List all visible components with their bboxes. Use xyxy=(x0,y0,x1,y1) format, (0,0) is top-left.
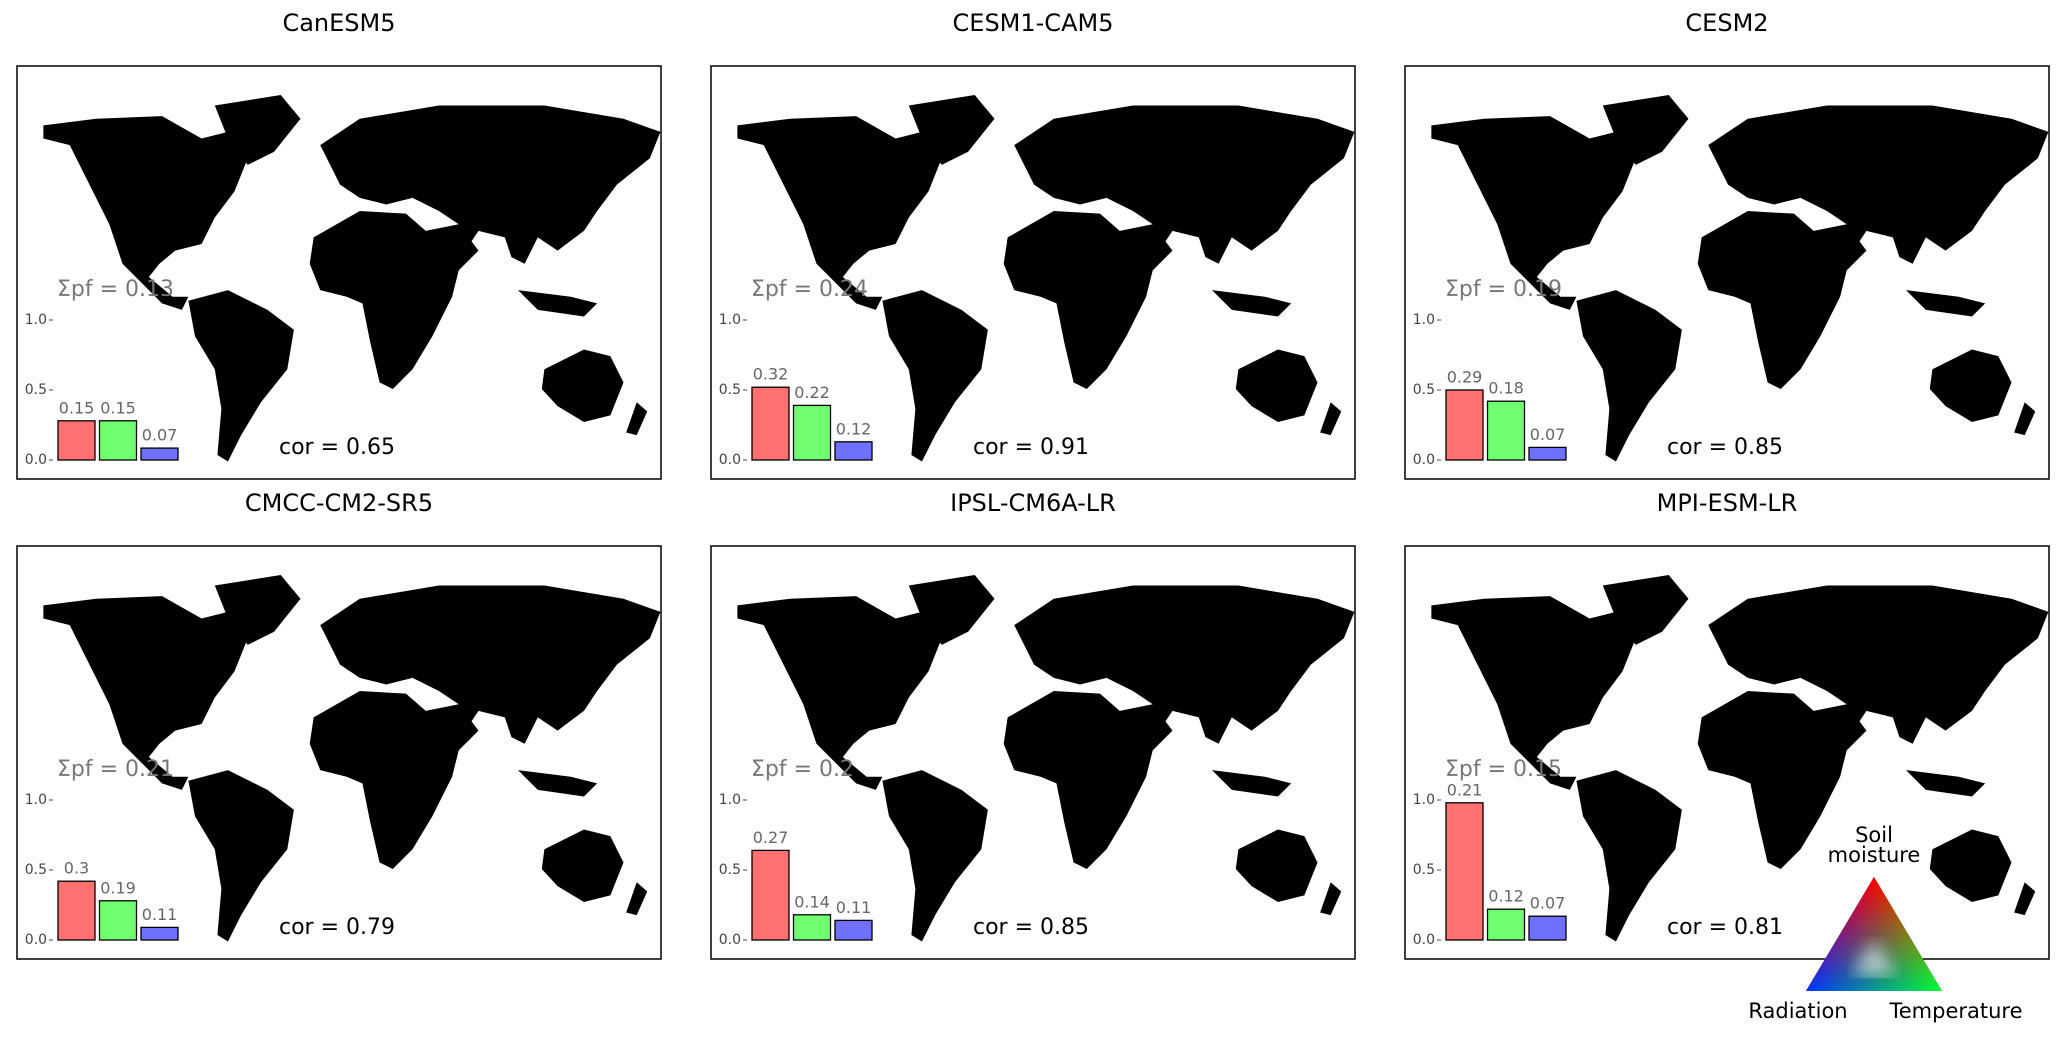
panel: IPSL-CM6A-LR Σpf = 0.2 cor = 0.85 0.0 0.5 1.0… xyxy=(710,489,1356,960)
y-tick-label: 0.5 xyxy=(25,382,47,398)
panel-title: IPSL-CM6A-LR xyxy=(950,489,1116,517)
bar xyxy=(1445,389,1484,461)
bar xyxy=(1486,908,1526,941)
bar-annotation: 0.14 xyxy=(794,892,830,911)
bar xyxy=(792,914,832,941)
y-tick-label: 0.5 xyxy=(719,862,741,878)
bar xyxy=(1528,446,1567,461)
bar xyxy=(792,404,832,461)
sum-label: Σpf = 0.13 xyxy=(57,277,174,302)
bar xyxy=(1445,802,1484,941)
y-tick-label: 0.0 xyxy=(25,932,47,948)
bar-annotation: 0.12 xyxy=(1488,887,1524,906)
cor-label: cor = 0.85 xyxy=(973,915,1089,940)
cor-label: cor = 0.65 xyxy=(279,435,395,460)
y-tick-label: 0.0 xyxy=(1413,452,1435,468)
panel: CanESM5 Σpf = 0.13 cor = 0.65 0.0 0.5 1.0 0.15… xyxy=(16,9,662,480)
panel: MPI-ESM-LR Σpf = 0.15 cor = 0.81 0.0 0.5 1.0 0… xyxy=(1404,489,2050,960)
y-tick-label: 0.5 xyxy=(719,382,741,398)
bar xyxy=(751,849,790,941)
bar-annotation: 0.11 xyxy=(836,898,872,917)
bar xyxy=(1486,400,1526,461)
panel-title: CMCC-CM2-SR5 xyxy=(245,489,433,517)
bar-annotation: 0.12 xyxy=(836,419,872,438)
y-tick-label: 1.0 xyxy=(25,792,47,808)
key-top-line: Soil xyxy=(1855,823,1893,847)
y-tick-label: 0.5 xyxy=(25,862,47,878)
bar-annotation: 0.27 xyxy=(753,828,789,847)
sum-label: Σpf = 0.24 xyxy=(751,277,868,302)
bar-annotation: 0.18 xyxy=(1488,379,1524,398)
sum-label: Σpf = 0.21 xyxy=(57,757,174,782)
y-tick-label: 0.5 xyxy=(1413,382,1435,398)
bar-annotation: 0.32 xyxy=(753,365,789,384)
bar-annotation: 0.21 xyxy=(1447,780,1483,799)
cor-label: cor = 0.91 xyxy=(973,435,1089,460)
y-tick-label: 0.5 xyxy=(1413,862,1435,878)
bar-annotation: 0.29 xyxy=(1447,368,1483,387)
map xyxy=(737,575,1355,942)
sum-label: Σpf = 0.19 xyxy=(1445,277,1562,302)
bar xyxy=(751,386,790,461)
bar-annotation: 0.07 xyxy=(1530,894,1566,913)
y-tick-label: 0.0 xyxy=(719,932,741,948)
y-tick-label: 0.0 xyxy=(719,452,741,468)
panel: CESM2 Σpf = 0.19 cor = 0.85 0.0 0.5 1.0 0.29 0.… xyxy=(1404,9,2050,480)
bar-annotation: 0.15 xyxy=(100,398,136,417)
panel-frame xyxy=(1404,65,2050,480)
sum-label: Σpf = 0.15 xyxy=(1445,757,1562,782)
bar-annotation: 0.3 xyxy=(64,859,89,878)
color-key: Soil moisture Radiation Temperature xyxy=(1748,823,2022,1023)
key-right: Temperature xyxy=(1888,999,2022,1023)
bar xyxy=(140,926,179,941)
panel-title: MPI-ESM-LR xyxy=(1657,489,1798,517)
key-top-line: moisture xyxy=(1828,843,1921,867)
y-tick-label: 1.0 xyxy=(25,312,47,328)
panel-title: CanESM5 xyxy=(282,9,395,37)
y-tick-label: 1.0 xyxy=(719,792,741,808)
panel-title: CESM1-CAM5 xyxy=(953,9,1114,37)
panel: CESM1-CAM5 Σpf = 0.24 cor = 0.91 0.0 0.5 1.0 0… xyxy=(710,9,1356,480)
cor-label: cor = 0.81 xyxy=(1667,915,1783,940)
bar xyxy=(57,880,96,941)
y-tick-label: 1.0 xyxy=(719,312,741,328)
bar xyxy=(140,447,179,461)
y-tick-label: 1.0 xyxy=(1413,312,1435,328)
bar-annotation: 0.07 xyxy=(1530,425,1566,444)
bar-annotation: 0.07 xyxy=(142,426,178,445)
bar-annotation: 0.11 xyxy=(142,905,178,924)
cor-label: cor = 0.79 xyxy=(279,915,395,940)
bar xyxy=(98,420,138,461)
bar xyxy=(834,441,873,461)
panel-frame xyxy=(16,65,662,480)
panel-frame xyxy=(710,65,1356,480)
bar-annotation: 0.19 xyxy=(100,878,136,897)
panel-frame xyxy=(1404,545,2050,960)
sum-label: Σpf = 0.2 xyxy=(751,757,854,782)
bar xyxy=(57,420,96,461)
bar xyxy=(834,919,873,941)
y-tick-label: 0.0 xyxy=(25,452,47,468)
bar-annotation: 0.22 xyxy=(794,383,830,402)
panel-frame xyxy=(16,545,662,960)
panel-frame xyxy=(710,545,1356,960)
panel: CMCC-CM2-SR5 Σpf = 0.21 cor = 0.79 0.0 0.5 1.… xyxy=(16,489,662,960)
bar xyxy=(1528,915,1567,941)
bar-annotation: 0.15 xyxy=(59,398,95,417)
cor-label: cor = 0.85 xyxy=(1667,435,1783,460)
key-left: Radiation xyxy=(1748,999,1847,1023)
bar xyxy=(98,900,138,941)
y-tick-label: 1.0 xyxy=(1413,792,1435,808)
y-tick-label: 0.0 xyxy=(1413,932,1435,948)
panel-title: CESM2 xyxy=(1685,9,1768,37)
